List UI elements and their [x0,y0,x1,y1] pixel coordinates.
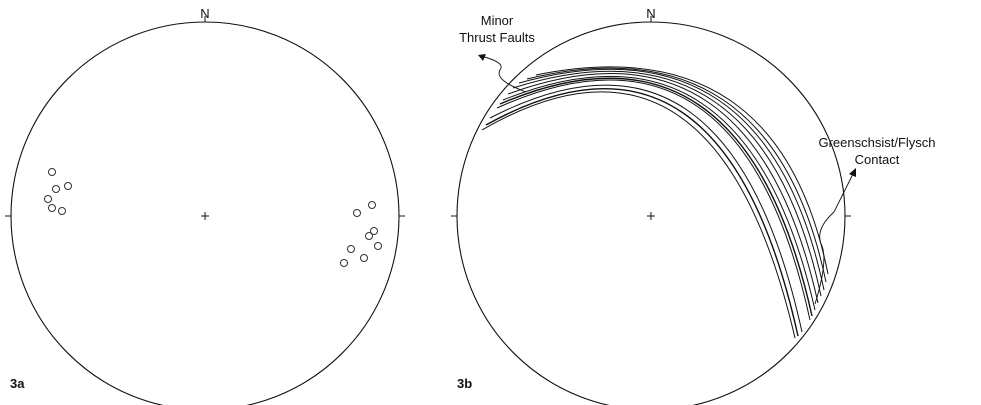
panel-3b: N Minor Thrust Faults [451,6,936,405]
poles [44,168,382,267]
great-circle-arc [481,91,796,339]
callout-label-line-2: Contact [855,152,900,167]
north-label: N [646,6,655,21]
pole-point [360,254,368,262]
pole-point [365,232,373,240]
great-circle-arc [507,73,819,304]
great-circles [481,66,829,339]
panel-3a: N 3a [5,6,405,405]
pole-point [44,195,52,203]
minor-thrust-faults-callout: Minor Thrust Faults [459,13,535,93]
great-circle-arc [499,77,813,317]
great-circle-arc [496,79,811,321]
panel-label: 3a [10,376,25,391]
pole-point [374,242,382,250]
leader-line [479,55,527,93]
pole-point [48,204,56,212]
callout-label-line-1: Greenschsist/Flysch [818,135,935,150]
panel-label: 3b [457,376,472,391]
pole-point [48,168,56,176]
great-circle-arc [535,66,829,275]
north-label: N [200,6,209,21]
center-mark [201,212,209,220]
callout-label-line-1: Minor [481,13,514,28]
pole-point [368,201,376,209]
pole-point [64,182,72,190]
great-circle-arc [502,75,816,311]
great-circle-arc [485,88,799,337]
great-circle-arc [518,68,825,291]
arrowhead [478,54,486,61]
pole-point [370,227,378,235]
great-circle-arc [489,84,803,333]
pole-point [340,259,348,267]
pole-point [58,207,66,215]
great-circle-arc [512,70,822,297]
leader-line [814,173,854,305]
pole-point [353,209,361,217]
greenschist-flysch-contact-callout: Greenschsist/Flysch Contact [814,135,936,305]
pole-point [347,245,355,253]
center-mark [647,212,655,220]
great-circle-arc [526,67,827,283]
arrowhead [849,168,856,177]
callout-label-line-2: Thrust Faults [459,30,535,45]
pole-point [52,185,60,193]
